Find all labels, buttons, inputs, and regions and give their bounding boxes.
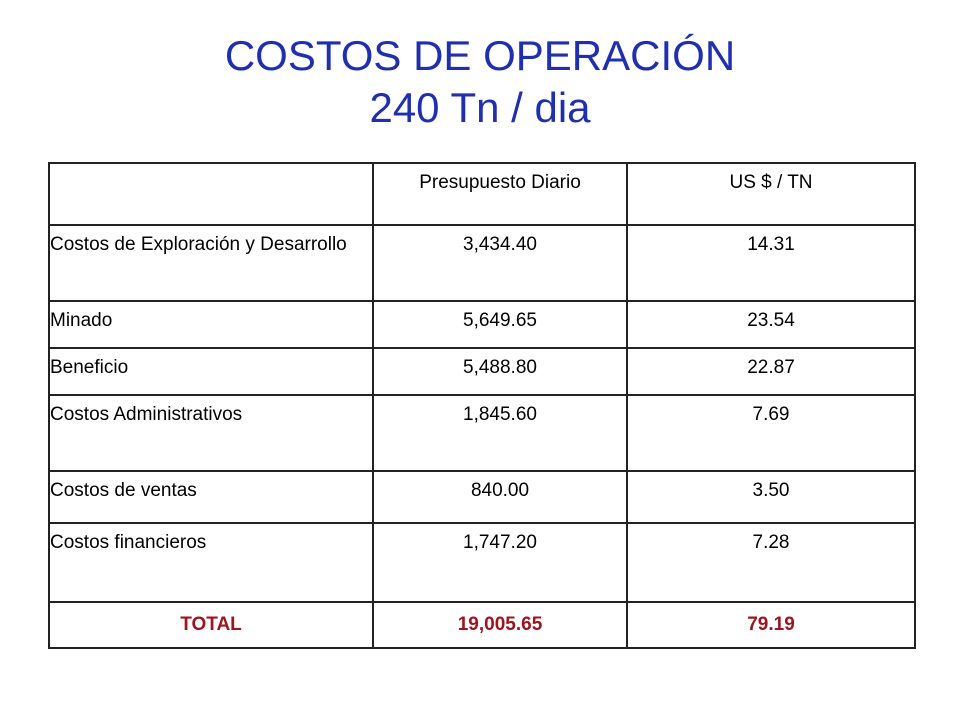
total-label: TOTAL (48, 601, 374, 649)
total-per-tn: 79.19 (626, 601, 916, 649)
row-label: Beneficio (48, 347, 374, 396)
table-row: Costos de Exploración y Desarrollo 3,434… (48, 224, 916, 302)
table-row: Costos de ventas 840.00 3.50 (48, 470, 916, 524)
table-row: Beneficio 5,488.80 22.87 (48, 347, 916, 396)
table-row: Minado 5,649.65 23.54 (48, 300, 916, 349)
total-budget: 19,005.65 (372, 601, 628, 649)
row-per-tn: 22.87 (626, 347, 916, 396)
row-per-tn: 7.69 (626, 394, 916, 472)
row-label: Costos de ventas (48, 470, 374, 524)
table-row: Costos Administrativos 1,845.60 7.69 (48, 394, 916, 472)
table-header-row: Presupuesto Diario US $ / TN (48, 162, 916, 226)
table-total-row: TOTAL 19,005.65 79.19 (48, 601, 916, 649)
cost-table: Presupuesto Diario US $ / TN Costos de E… (48, 162, 916, 649)
table-row: Costos financieros 1,747.20 7.28 (48, 522, 916, 603)
row-label: Minado (48, 300, 374, 349)
title-main: COSTOS DE OPERACIÓN (224, 32, 736, 79)
header-cell-budget: Presupuesto Diario (372, 162, 628, 226)
header-cell-empty (48, 162, 374, 226)
row-budget: 1,747.20 (372, 522, 628, 603)
row-budget: 5,488.80 (372, 347, 628, 396)
row-per-tn: 3.50 (626, 470, 916, 524)
header-cell-per-tn: US $ / TN (626, 162, 916, 226)
row-budget: 5,649.65 (372, 300, 628, 349)
row-budget: 1,845.60 (372, 394, 628, 472)
row-per-tn: 7.28 (626, 522, 916, 603)
row-budget: 840.00 (372, 470, 628, 524)
row-label: Costos de Exploración y Desarrollo (48, 224, 374, 302)
title-subtitle: 240 Tn / dia (369, 84, 591, 131)
row-per-tn: 23.54 (626, 300, 916, 349)
row-label: Costos Administrativos (48, 394, 374, 472)
row-label: Costos financieros (48, 522, 374, 603)
row-per-tn: 14.31 (626, 224, 916, 302)
slide-title: COSTOS DE OPERACIÓN 240 Tn / dia (0, 30, 960, 134)
row-budget: 3,434.40 (372, 224, 628, 302)
